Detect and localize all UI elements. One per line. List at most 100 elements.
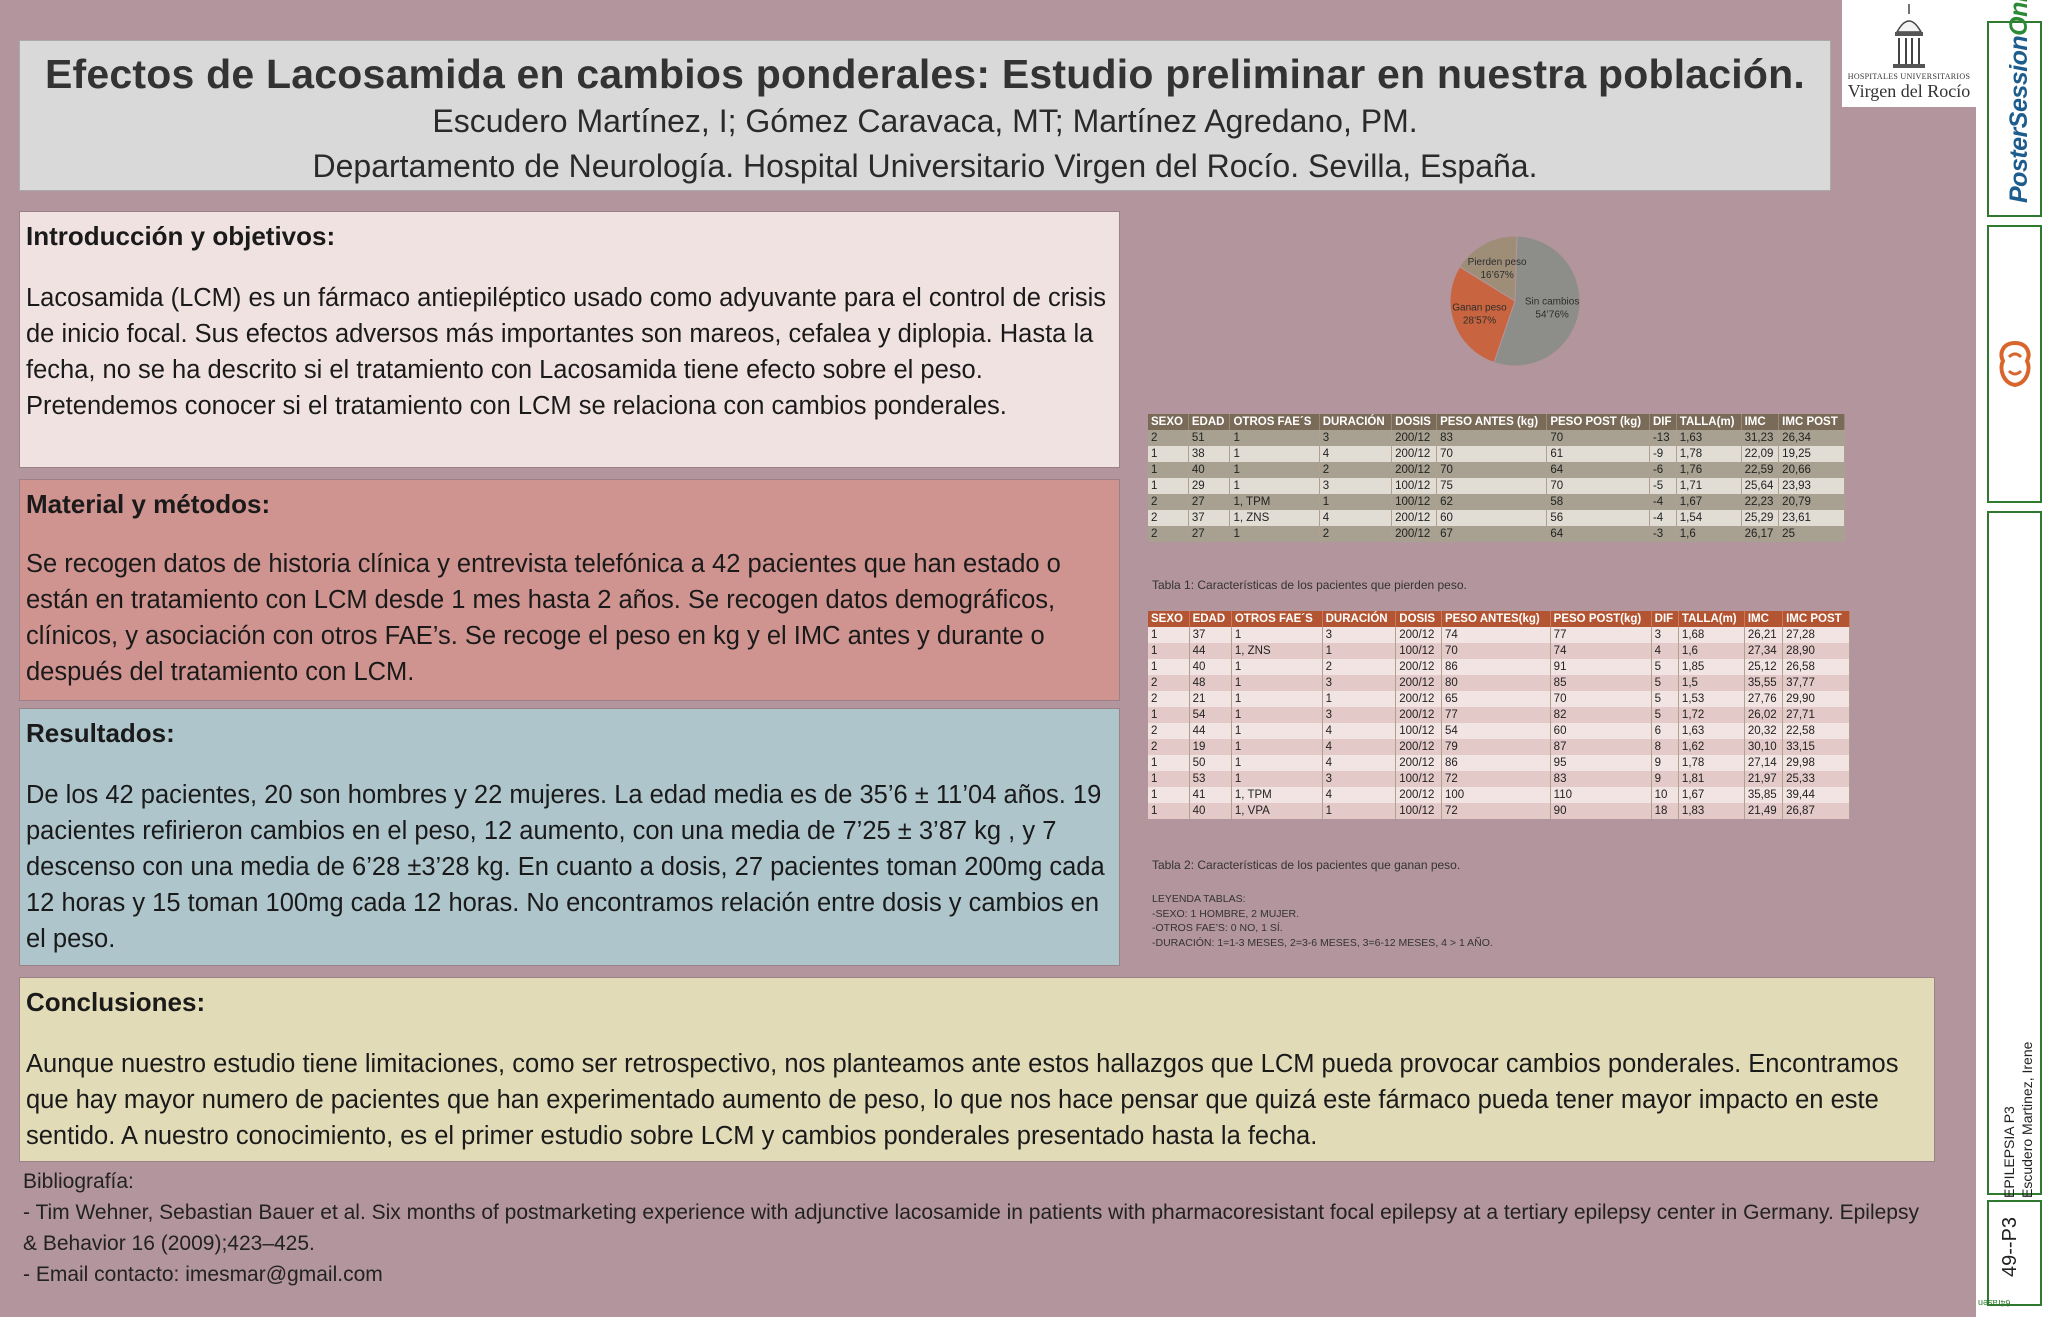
table-row: 2 19 1 4 200/12 79 87 8 1,62 30,10 33,15	[1148, 739, 1850, 755]
table-cell: 2	[1319, 462, 1393, 478]
table-row: 1 38 1 4 200/12 70 61 -9 1,78 22,09 19,25	[1148, 446, 1845, 462]
building-icon	[1893, 4, 1925, 68]
table-cell: 1,85	[1678, 659, 1745, 675]
pie-category-label: Sin cambios	[1525, 297, 1579, 308]
table-cell: 3	[1319, 478, 1393, 494]
table-cell: -6	[1649, 462, 1677, 478]
methods-body: Se recogen datos de historia clínica y e…	[26, 550, 1061, 686]
table-cell: 200/12	[1395, 627, 1442, 643]
table-cell: 200/12	[1395, 659, 1442, 675]
column-header: IMC	[1741, 414, 1780, 430]
logo-line2: Virgen del Rocío	[1847, 81, 1971, 101]
table-cell: 85	[1550, 675, 1652, 691]
table-cell: 1	[1231, 723, 1323, 739]
table-cell: 9	[1651, 771, 1679, 787]
column-header: IMC POST	[1778, 414, 1845, 430]
column-header: SEXO	[1148, 611, 1190, 627]
table-cell: -3	[1649, 526, 1677, 542]
table-cell: 1, TPM	[1231, 787, 1323, 803]
poster-author: Escudero Martinez, Irene	[2019, 1041, 2035, 1198]
pie-slice-pierden-peso	[1459, 235, 1518, 302]
table-cell: 77	[1441, 707, 1551, 723]
table-cell: -13	[1649, 430, 1677, 446]
brand-online: Online	[2005, 0, 2033, 36]
table-header-row: SEXO EDAD OTROS FAE´S DURACIÓN DOSIS PESO ANT…	[1148, 414, 1845, 430]
table-cell: 1	[1148, 446, 1189, 462]
table-cell: 83	[1436, 430, 1548, 446]
table-cell: 1,78	[1678, 755, 1745, 771]
brand-session: Session	[2005, 35, 2033, 129]
table-cell: 72	[1441, 803, 1551, 819]
table-cell: 1,5	[1678, 675, 1745, 691]
table-cell: 1	[1148, 755, 1190, 771]
table-cell: 31,23	[1741, 430, 1780, 446]
table-cell: 37	[1189, 627, 1232, 643]
column-header: DURACIÓN	[1319, 414, 1393, 430]
table-cell: 8	[1651, 739, 1679, 755]
pie-category-label: Ganan peso	[1452, 303, 1507, 314]
table-cell: 26,02	[1744, 707, 1784, 723]
table-cell: 65	[1441, 691, 1551, 707]
table-cell: 83	[1550, 771, 1652, 787]
table-cell: 200/12	[1391, 526, 1438, 542]
table-cell: 44	[1189, 643, 1232, 659]
table-cell: 25,29	[1741, 510, 1780, 526]
table-cell: 77	[1550, 627, 1652, 643]
pie-value-label: 28’57%	[1463, 316, 1496, 327]
table-cell: 37,77	[1782, 675, 1850, 691]
table-weight-gain: SEXO EDAD OTROS FAE´S DURACIÓN DOSIS PESO ANT…	[1148, 611, 1850, 819]
results-section: Resultados: De los 42 pacientes, 20 son …	[19, 708, 1120, 966]
table-row: 2 48 1 3 200/12 80 85 5 1,5 35,55 37,77	[1148, 675, 1850, 691]
table-cell: 27,14	[1744, 755, 1784, 771]
table-cell: 39,44	[1782, 787, 1850, 803]
table-cell: 1,67	[1678, 787, 1745, 803]
table-cell: 87	[1550, 739, 1652, 755]
table-cell: 1	[1231, 627, 1323, 643]
table-cell: 1	[1148, 643, 1190, 659]
table-cell: 44	[1189, 723, 1232, 739]
table-cell: 70	[1441, 643, 1551, 659]
column-header: TALLA(m)	[1676, 414, 1742, 430]
table-cell: 1,76	[1676, 462, 1742, 478]
table-cell: 100/12	[1395, 643, 1442, 659]
table-cell: 10	[1651, 787, 1679, 803]
table-cell: 1	[1229, 526, 1320, 542]
pie-value-label: 54’76%	[1535, 310, 1568, 321]
table-cell: 58	[1546, 494, 1650, 510]
poster-header: Efectos de Lacosamida en cambios pondera…	[19, 40, 1831, 191]
table-cell: 1,81	[1678, 771, 1745, 787]
column-header: DIF	[1649, 414, 1677, 430]
table-cell: 19,25	[1778, 446, 1845, 462]
table-cell: 26,17	[1741, 526, 1780, 542]
table-weight-loss: SEXO EDAD OTROS FAE´S DURACIÓN DOSIS PESO ANT…	[1148, 414, 1845, 542]
table-cell: 2	[1319, 526, 1393, 542]
table-header-row: SEXO EDAD OTROS FAE´S DURACIÓN DOSIS PESO ANT…	[1148, 611, 1850, 627]
table-cell: 1, ZNS	[1231, 643, 1323, 659]
table-cell: 23,61	[1778, 510, 1845, 526]
table-cell: 64	[1546, 462, 1650, 478]
table-row: 1 50 1 4 200/12 86 95 9 1,78 27,14 29,98	[1148, 755, 1850, 771]
table-cell: 74	[1441, 627, 1551, 643]
poster-code-sub: 64rasen	[1978, 1298, 2011, 1308]
table-cell: 1	[1148, 478, 1189, 494]
table-cell: 27,34	[1744, 643, 1784, 659]
table-cell: 27,71	[1782, 707, 1850, 723]
table-cell: 1,54	[1676, 510, 1742, 526]
table-cell: 20,79	[1778, 494, 1845, 510]
table-cell: 25	[1778, 526, 1845, 542]
table-cell: 22,58	[1782, 723, 1850, 739]
table-legend: LEYENDA TABLAS: -SEXO: 1 HOMBRE, 2 MUJER…	[1152, 892, 1493, 950]
table-cell: 82	[1550, 707, 1652, 723]
table-cell: 86	[1441, 755, 1551, 771]
table-cell: 70	[1546, 430, 1650, 446]
table-cell: -5	[1649, 478, 1677, 494]
table-cell: 2	[1148, 430, 1189, 446]
table-cell: 200/12	[1395, 675, 1442, 691]
table-cell: 1	[1229, 478, 1320, 494]
table-row: 1 37 1 3 200/12 74 77 3 1,68 26,21 27,28	[1148, 627, 1850, 643]
table-cell: 91	[1550, 659, 1652, 675]
table-cell: 1	[1319, 494, 1393, 510]
poster-info-panel: EPILEPSIA P3 Escudero Martinez, Irene	[1987, 511, 2042, 1198]
table-cell: 26,21	[1744, 627, 1784, 643]
results-body: De los 42 pacientes, 20 son hombres y 22…	[26, 781, 1105, 953]
